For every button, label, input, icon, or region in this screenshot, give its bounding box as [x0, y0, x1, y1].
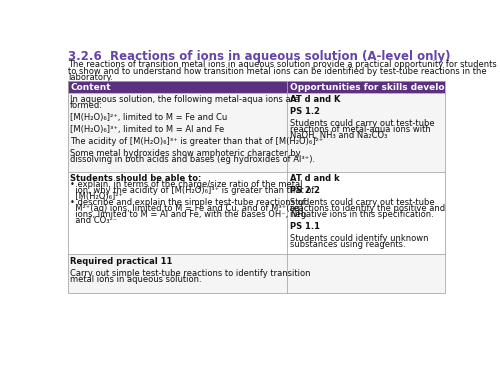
- Text: PS 1.2: PS 1.2: [290, 107, 320, 116]
- Text: Students could carry out test-tube: Students could carry out test-tube: [290, 198, 434, 207]
- Text: • describe and explain the simple test-tube reactions of:: • describe and explain the simple test-t…: [70, 198, 308, 207]
- Text: Required practical 11: Required practical 11: [70, 257, 172, 266]
- Text: Carry out simple test-tube reactions to identify transition: Carry out simple test-tube reactions to …: [70, 269, 311, 278]
- Text: Students could carry out test-tube: Students could carry out test-tube: [290, 119, 434, 128]
- Text: to show and to understand how transition metal ions can be identified by test-tu: to show and to understand how transition…: [68, 67, 486, 76]
- Text: Students should be able to:: Students should be able to:: [70, 174, 202, 183]
- Bar: [68, 255, 444, 293]
- Text: ions, limited to M = Al and Fe, with the bases OH⁻, NH₃: ions, limited to M = Al and Fe, with the…: [70, 210, 307, 219]
- Text: • explain, in terms of the charge/size ratio of the metal: • explain, in terms of the charge/size r…: [70, 180, 303, 189]
- Text: AT d and k: AT d and k: [290, 174, 339, 183]
- Text: M²⁺(aq) ions, limited to M = Fe and Cu, and of M³⁺(aq): M²⁺(aq) ions, limited to M = Fe and Cu, …: [70, 204, 304, 213]
- Text: 3.2.6  Reactions of ions in aqueous solution (A-level only): 3.2.6 Reactions of ions in aqueous solut…: [68, 50, 450, 63]
- Text: and CO₃²⁻: and CO₃²⁻: [70, 216, 117, 225]
- Text: PS 2.2: PS 2.2: [290, 186, 320, 195]
- Text: Some metal hydroxides show amphoteric character by: Some metal hydroxides show amphoteric ch…: [70, 149, 301, 158]
- Text: Content: Content: [70, 84, 111, 93]
- Text: Opportunities for skills development: Opportunities for skills development: [290, 84, 477, 93]
- Bar: [68, 172, 444, 255]
- Text: [M(H₂O)₆]²⁺, limited to M = Fe and Cu: [M(H₂O)₆]²⁺, limited to M = Fe and Cu: [70, 113, 228, 122]
- Bar: [68, 93, 444, 172]
- Bar: [68, 81, 444, 293]
- Text: ion, why the acidity of [M(H₂O)₆]³⁺ is greater than that of: ion, why the acidity of [M(H₂O)₆]³⁺ is g…: [70, 186, 314, 195]
- Text: Students could identify unknown: Students could identify unknown: [290, 234, 428, 243]
- Text: reactions to identify the positive and: reactions to identify the positive and: [290, 204, 444, 213]
- Text: The acidity of [M(H₂O)₆]³⁺ is greater than that of [M(H₂O)₆]²⁺: The acidity of [M(H₂O)₆]³⁺ is greater th…: [70, 137, 324, 146]
- Text: NaOH, NH₃ and Na₂CO₃: NaOH, NH₃ and Na₂CO₃: [290, 131, 387, 140]
- Text: formed:: formed:: [70, 101, 103, 110]
- Text: PS 1.1: PS 1.1: [290, 222, 320, 231]
- Text: [M(H₂O)₆]³⁺, limited to M = Al and Fe: [M(H₂O)₆]³⁺, limited to M = Al and Fe: [70, 125, 224, 134]
- Text: negative ions in this specification.: negative ions in this specification.: [290, 210, 434, 219]
- Text: laboratory.: laboratory.: [68, 74, 113, 82]
- Text: In aqueous solution, the following metal-aqua ions are: In aqueous solution, the following metal…: [70, 95, 300, 104]
- Text: substances using reagents.: substances using reagents.: [290, 240, 405, 249]
- Text: dissolving in both acids and bases (eg hydroxides of Al³⁺).: dissolving in both acids and bases (eg h…: [70, 155, 316, 164]
- Text: AT d and K: AT d and K: [290, 95, 340, 104]
- Text: reactions of metal-aqua ions with: reactions of metal-aqua ions with: [290, 125, 430, 134]
- Text: metal ions in aqueous solution.: metal ions in aqueous solution.: [70, 275, 202, 284]
- Bar: [68, 81, 444, 93]
- Text: The reactions of transition metal ions in aqueous solution provide a practical o: The reactions of transition metal ions i…: [68, 60, 496, 69]
- Text: [M(H₂O)₆]²⁺: [M(H₂O)₆]²⁺: [70, 192, 123, 201]
